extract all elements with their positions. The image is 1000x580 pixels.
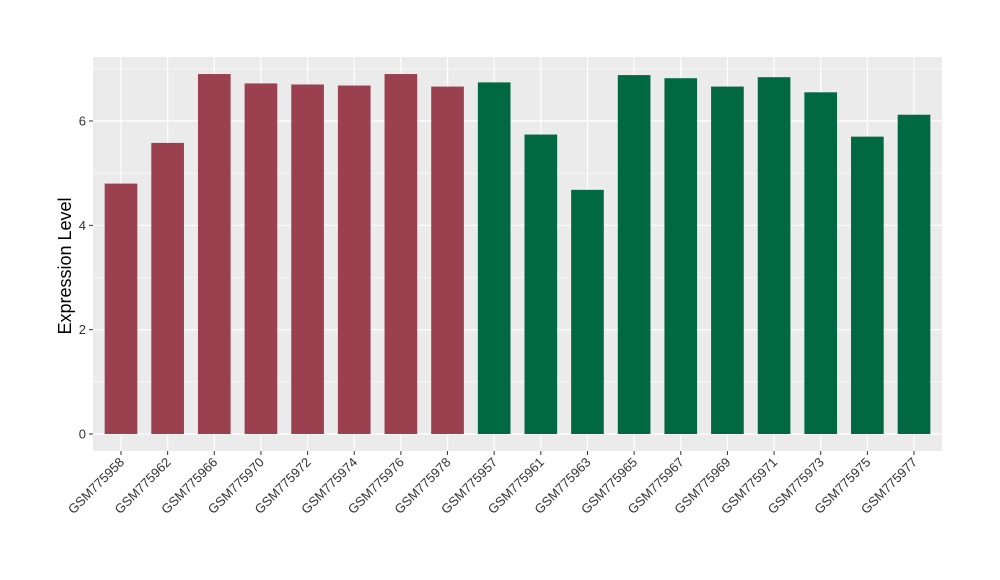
y-tick-label: 6	[79, 114, 86, 129]
x-axis: GSM775958GSM775962GSM775966GSM775970GSM7…	[65, 451, 920, 517]
bar-GSM775976	[384, 74, 418, 435]
bar-GSM775966	[197, 74, 231, 435]
bar-GSM775977	[897, 114, 931, 435]
bar-GSM775962	[151, 142, 184, 434]
y-tick-label: 0	[79, 427, 86, 442]
bar-GSM775969	[711, 86, 744, 434]
bar-GSM775957	[477, 82, 511, 434]
bar-GSM775970	[244, 83, 278, 434]
bar-GSM775974	[337, 85, 371, 434]
bar-GSM775958	[104, 183, 138, 434]
y-tick-label: 2	[79, 322, 86, 337]
bars	[104, 74, 931, 435]
bar-GSM775973	[804, 92, 838, 434]
bar-GSM775971	[757, 77, 791, 435]
bar-GSM775967	[664, 78, 698, 435]
bar-GSM775963	[571, 189, 604, 434]
bar-GSM775961	[524, 134, 558, 434]
bar-GSM775972	[291, 84, 324, 434]
bar-GSM775975	[851, 136, 884, 434]
y-axis-title: Expression Level	[55, 197, 75, 334]
y-axis: 0 2 4 6	[79, 114, 93, 442]
bar-GSM775978	[431, 86, 464, 434]
y-tick-label: 4	[79, 218, 86, 233]
bar-GSM775965	[617, 75, 651, 435]
plot-panel	[93, 57, 942, 451]
